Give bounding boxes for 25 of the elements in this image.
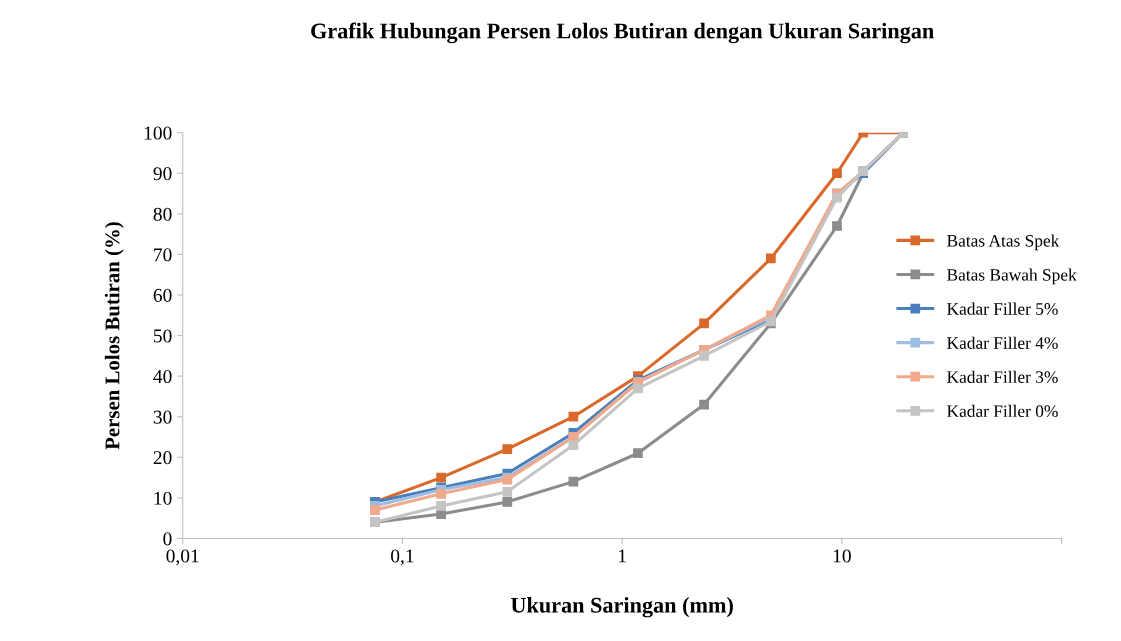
legend-label: Kadar Filler 4% [947, 336, 1058, 349]
legend-label: Batas Atas Spek [947, 234, 1060, 251]
y-tick-label: 90 [153, 167, 172, 181]
y-tick-label: 10 [154, 491, 172, 505]
y-axis-title: Persen Lolos Butiran (%) [104, 222, 124, 450]
point [370, 505, 380, 515]
legend-label: Kadar Filler 5% [947, 302, 1058, 315]
y-tick-label: 60 [153, 288, 172, 302]
y-tick-label: 70 [154, 248, 172, 262]
y-tick-label: 20 [153, 451, 172, 465]
legend-label: Batas Bawah Spek [947, 268, 1077, 285]
legend-label: Kadar Filler 0% [947, 404, 1058, 418]
x-tick-label: 0,1 [391, 549, 414, 566]
y-tick-label: 100 [144, 126, 172, 140]
y-tick-label: 0 [163, 532, 172, 546]
x-axis-title: Ukuran Saringan (mm) [510, 597, 733, 618]
x-tick-label: 10 [833, 549, 851, 563]
legend-label: Kadar Filler 3% [947, 370, 1058, 384]
y-tick-label: 80 [153, 207, 172, 221]
x-tick-label: 1 [619, 549, 626, 563]
chart-title: Grafik Hubungan Persen Lolos Butiran dengan Ukuran Saringan [311, 22, 934, 44]
y-tick-label: 40 [153, 369, 172, 384]
y-tick-label: 50 [153, 329, 172, 343]
x-tick-label: 0,01 [166, 549, 199, 566]
y-tick-label: 30 [153, 410, 172, 424]
